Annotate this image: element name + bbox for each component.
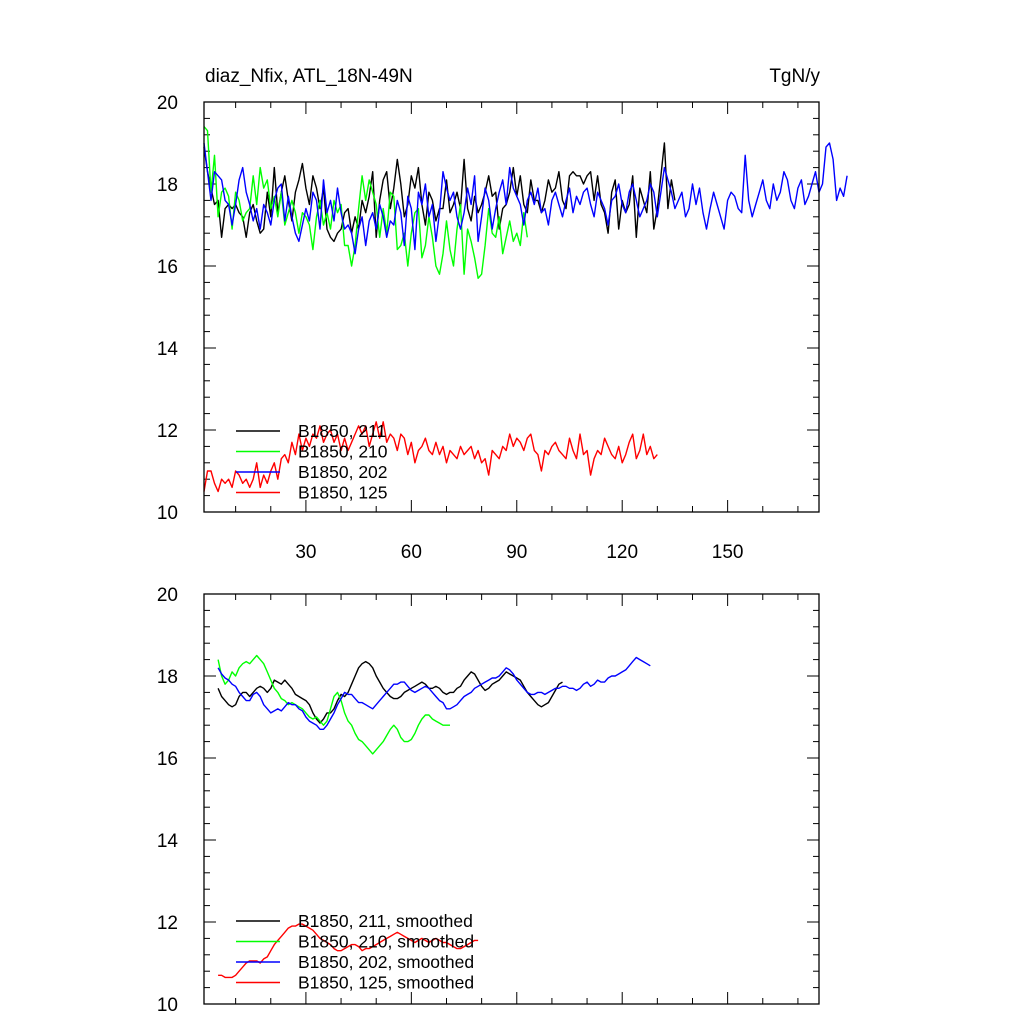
y-tick-label: 12	[157, 913, 178, 934]
x-tick-label: 120	[606, 542, 638, 563]
x-tick-label: 150	[712, 542, 744, 563]
y-tick-label: 12	[157, 421, 178, 442]
legend-label: B1850, 202	[298, 462, 388, 482]
series-line-2	[217, 656, 651, 730]
legend-label: B1850, 210	[298, 442, 388, 462]
series-line-0	[217, 660, 563, 724]
legend-label: B1850, 125	[298, 483, 388, 503]
y-tick-label: 20	[157, 93, 178, 114]
legend-label: B1850, 202, smoothed	[298, 952, 474, 972]
plot-frame	[203, 593, 820, 1005]
series-line-2	[203, 142, 848, 255]
series-line-1	[217, 654, 450, 755]
y-tick-label: 16	[157, 749, 178, 770]
y-tick-label: 10	[157, 995, 178, 1016]
y-tick-label: 14	[157, 339, 179, 360]
series-lines	[203, 126, 848, 493]
x-tick-label: 30	[295, 542, 316, 563]
tick-labels: 10 12 14 16 18 20 30 60 90 120 150	[157, 93, 744, 563]
x-tick-label: 90	[506, 542, 527, 563]
legend-label: B1850, 210, smoothed	[298, 932, 474, 952]
axes-ticks	[204, 101, 819, 513]
series-line-3	[203, 421, 658, 493]
y-tick-label: 18	[157, 667, 178, 688]
legend-label: B1850, 125, smoothed	[298, 973, 474, 993]
upper-panel: diaz_Nfix, ATL_18N-49N TgN/y 10 12 14 16 18 2…	[157, 66, 848, 563]
plot-frame	[203, 101, 820, 513]
tick-labels: 10 12 14 16 18 20	[157, 585, 179, 1016]
y-tick-label: 20	[157, 585, 178, 606]
legend-label: B1850, 211	[298, 421, 386, 441]
series-line-0	[203, 142, 676, 243]
series-line-1	[203, 126, 528, 279]
legend-label: B1850, 211, smoothed	[298, 911, 473, 931]
y-tick-label: 16	[157, 257, 178, 278]
x-tick-label: 60	[401, 542, 422, 563]
series-lines	[217, 654, 651, 979]
y-tick-label: 14	[157, 831, 179, 852]
axes-ticks	[204, 593, 819, 1005]
chart-title: diaz_Nfix, ATL_18N-49N	[205, 66, 413, 87]
y-tick-label: 10	[157, 503, 178, 524]
y-tick-label: 18	[157, 175, 178, 196]
units-label: TgN/y	[769, 66, 820, 87]
